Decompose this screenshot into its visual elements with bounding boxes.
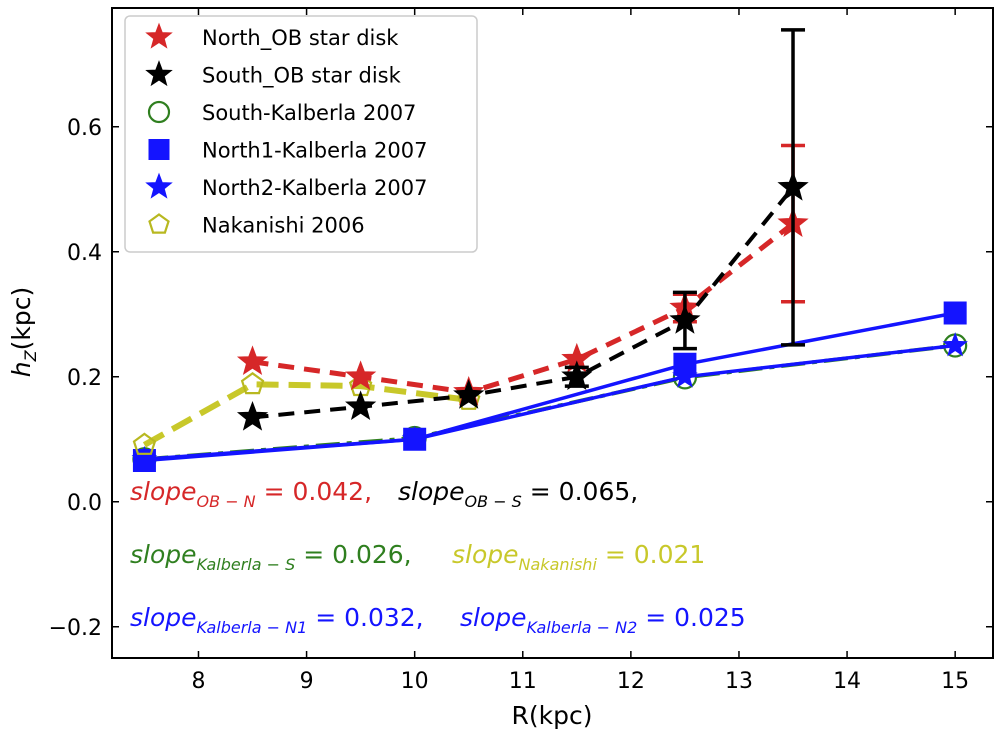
legend-item-north2-kalberla-2007: North2-Kalberla 2007 <box>145 172 427 200</box>
legend-marker <box>145 172 173 199</box>
y-axis-label-sub: Z <box>21 349 40 362</box>
legend-marker <box>145 60 173 87</box>
legend-item-north1-kalberla-2007: North1-Kalberla 2007 <box>148 139 427 163</box>
series-line <box>252 221 795 395</box>
x-axis-label: R(kpc) <box>512 701 593 730</box>
legend-item-north-ob-star-disk: North_OB star disk <box>145 22 399 51</box>
data-point <box>943 301 967 325</box>
series-line <box>144 311 956 463</box>
x-tick-label: 14 <box>833 669 861 694</box>
series-south-ob-star-disk <box>236 28 809 431</box>
data-point <box>453 379 485 409</box>
data-point <box>240 371 265 395</box>
legend-item-nakanishi-2006: Nakanishi 2006 <box>148 213 365 238</box>
tick-layer: 8 9 10 11 12 13 14 15 −0.2 0.0 0.2 0.4 0.6 <box>49 8 993 694</box>
x-tick-label: 9 <box>300 669 314 694</box>
legend-marker <box>148 139 170 160</box>
legend-label: South_OB star disk <box>202 64 402 89</box>
legend-item-south-ob-star-disk: South_OB star disk <box>145 60 402 89</box>
annotation-layer: slopeOB − N = 0.042, slopeOB − S = 0.065,… <box>130 477 746 637</box>
y-tick-label: 0.6 <box>67 116 102 141</box>
data-point <box>403 427 427 451</box>
plot-frame <box>111 7 994 659</box>
data-point <box>669 304 701 334</box>
data-point <box>942 332 968 357</box>
y-axis-label-main: h <box>7 361 36 377</box>
slope-annotation-kal-n2: slopeKalberla − N2 = 0.025 <box>460 603 746 637</box>
data-point <box>132 449 156 472</box>
x-tick-label: 12 <box>617 669 645 694</box>
y-tick-label: 0.0 <box>67 491 102 516</box>
y-tick-label: 0.2 <box>67 366 102 391</box>
legend-label: North1-Kalberla 2007 <box>202 139 427 163</box>
legend-label: North_OB star disk <box>202 26 399 51</box>
legend-box <box>124 15 478 253</box>
x-tick-label: 11 <box>509 669 537 694</box>
x-tick-label: 10 <box>401 669 429 694</box>
legend-item-south-kalberla-2007: South-Kalberla 2007 <box>147 100 416 125</box>
x-tick-label: 13 <box>725 669 753 694</box>
data-point <box>777 170 809 201</box>
legend-label: North2-Kalberla 2007 <box>202 176 427 200</box>
legend-marker <box>148 213 170 234</box>
y-tick-label: −0.2 <box>49 616 102 641</box>
data-point <box>345 390 377 421</box>
data-point <box>236 400 269 431</box>
x-tick-label: 8 <box>191 669 205 694</box>
data-point <box>345 360 377 391</box>
series-north1-kalberla-2007 <box>132 301 967 472</box>
legend-label: South-Kalberla 2007 <box>202 101 416 125</box>
legend-marker <box>145 22 173 49</box>
series-line <box>142 381 470 448</box>
data-point <box>673 352 697 376</box>
slope-annotation-naka: slopeNakanishi = 0.021 <box>452 540 705 574</box>
series-line <box>252 186 795 420</box>
data-point <box>236 345 269 376</box>
data-point <box>561 360 593 391</box>
x-tick-label: 15 <box>941 669 969 694</box>
slope-annotation-kal-s: slopeKalberla − S = 0.026, <box>130 540 412 574</box>
y-axis-label: hZ(kpc) <box>7 287 40 377</box>
legend-marker <box>147 100 171 124</box>
legend-label: Nakanishi 2006 <box>202 214 365 238</box>
y-axis-label-rest: (kpc) <box>7 287 36 351</box>
data-layer <box>131 28 968 472</box>
data-point <box>132 432 157 455</box>
slope-annotation-kal-n1: slopeKalberla − N1 = 0.032, <box>130 603 424 637</box>
legend: North_OB star disk South_OB star disk Sout… <box>124 15 478 253</box>
slope-annotation-ob-n: slopeOB − N = 0.042, <box>130 477 372 511</box>
y-tick-label: 0.4 <box>67 241 102 266</box>
slope-annotation-ob-s: slopeOB − S = 0.065, <box>398 477 638 511</box>
